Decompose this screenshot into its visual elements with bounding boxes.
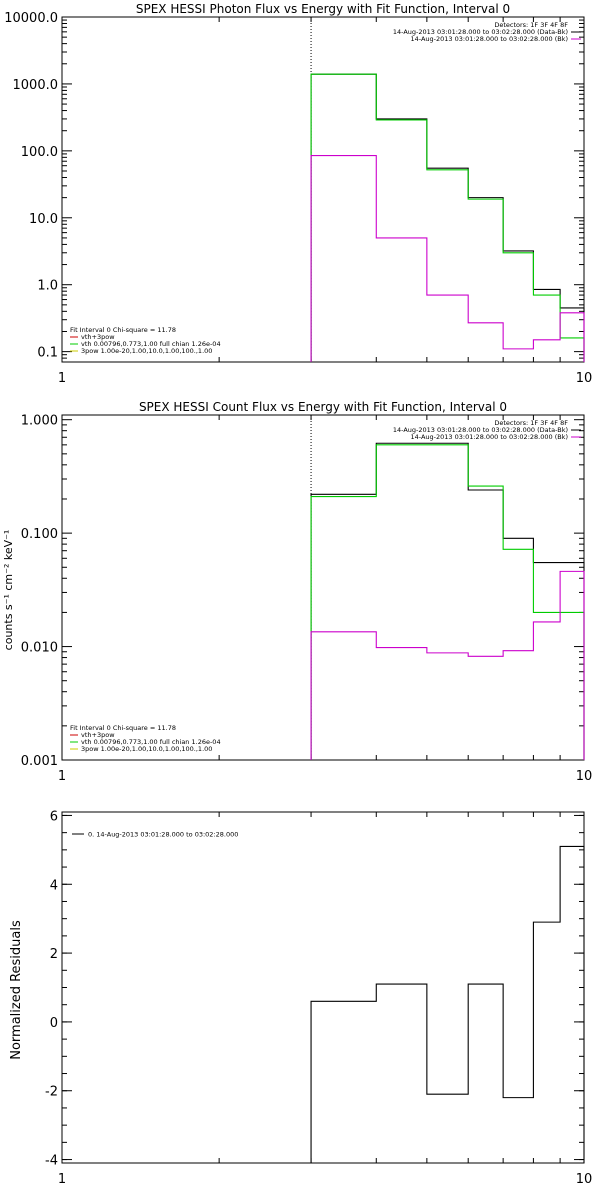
x-tick-label: 1 [58, 371, 66, 386]
legend-entry: 14-Aug-2013 03:01:28.000 to 03:02:28.000… [411, 433, 568, 441]
series-step-line-1 [310, 444, 585, 760]
residuals-y-axis-label: Normalized Residuals [9, 920, 24, 1060]
y-tick-label: 0.010 [21, 641, 58, 656]
series-step-line-0 [310, 442, 585, 760]
y-tick-label: 4 [50, 878, 58, 893]
legend-entry: 3pow 1.00e-20,1.00,10.0,1.00,100.,1.00 [81, 347, 212, 355]
x-tick-label: 10 [576, 769, 593, 784]
legend-entry: vth+3pow [81, 731, 115, 739]
x-tick-label: 10 [576, 1172, 593, 1187]
y-tick-label: 0 [50, 1016, 58, 1031]
legend-entry: 0. 14-Aug-2013 03:01:28.000 to 03:02:28.… [88, 831, 238, 839]
y-tick-label: 10000.0 [4, 11, 58, 26]
legend-entry: 14-Aug-2013 03:01:28.000 to 03:02:28.000… [411, 35, 568, 43]
plot-frame [61, 414, 585, 761]
legend-entry: 14-Aug-2013 03:01:28.000 to 03:02:28.000… [393, 28, 568, 36]
x-tick-label: 1 [58, 769, 66, 784]
plot-frame [61, 16, 585, 363]
legend-entry: 3pow 1.00e-20,1.00,10.0,1.00,100.,1.00 [81, 745, 212, 753]
legend-entry: Fit Interval 0 Chi-square = 11.78 [70, 724, 176, 732]
y-tick-label: -2 [45, 1085, 58, 1100]
legend-entry: Detectors: 1F 3F 4F 8F [494, 419, 568, 427]
legend-entry: Fit Interval 0 Chi-square = 11.78 [70, 326, 176, 334]
series-step-line-2 [310, 155, 585, 362]
series-step-line-2 [310, 570, 585, 760]
series-step-line-0 [310, 73, 585, 362]
y-tick-label: 6 [50, 809, 58, 824]
plot-frame [61, 811, 585, 1164]
legend-entry: vth+3pow [81, 333, 115, 341]
y-tick-label: 1.000 [21, 414, 58, 429]
count-flux-title: SPEX HESSI Count Flux vs Energy with Fit… [139, 400, 507, 414]
legend-entry: Detectors: 1F 3F 4F 8F [494, 21, 568, 29]
y-tick-label: 0.100 [21, 527, 58, 542]
residuals-panel: Normalized Residuals 1 10 -4 -2 0 2 4 6 0. 14-Au… [9, 809, 592, 1187]
x-tick-label: 10 [576, 371, 593, 386]
y-tick-label: 0.1 [37, 346, 58, 361]
legend-entry: vth 0.00796,0.773,1.00 full chian 1.26e-… [81, 738, 221, 746]
y-tick-label: 1000.0 [13, 78, 59, 93]
x-tick-label: 1 [58, 1172, 66, 1187]
photon-flux-panel: SPEX HESSI Photon Flux vs Energy with Fi… [4, 2, 592, 386]
y-tick-label: -4 [45, 1154, 58, 1169]
y-tick-label: 10.0 [29, 212, 58, 227]
y-tick-label: 2 [50, 947, 58, 962]
y-tick-label: 0.001 [21, 754, 58, 769]
count-flux-y-axis-label: counts s⁻¹ cm⁻² keV⁻¹ [2, 530, 15, 651]
series-step-line-1 [310, 73, 585, 362]
y-tick-label: 1.0 [37, 279, 58, 294]
y-tick-label: 100.0 [21, 145, 58, 160]
legend-entry: 14-Aug-2013 03:01:28.000 to 03:02:28.000… [393, 426, 568, 434]
legend-entry: vth 0.00796,0.773,1.00 full chian 1.26e-… [81, 340, 221, 348]
series-step-line-0 [310, 845, 585, 1163]
count-flux-panel: SPEX HESSI Count Flux vs Energy with Fit… [2, 400, 592, 784]
photon-flux-title: SPEX HESSI Photon Flux vs Energy with Fi… [136, 2, 510, 16]
